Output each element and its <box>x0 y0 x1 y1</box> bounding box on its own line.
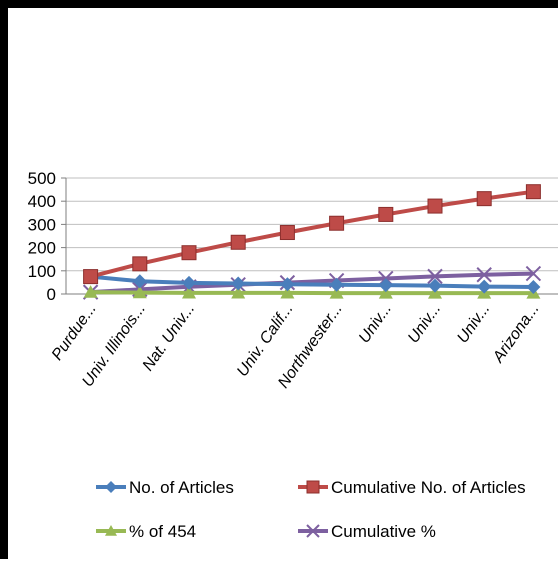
data-point <box>280 285 295 299</box>
series-line <box>90 189 534 279</box>
data-point <box>132 256 148 272</box>
legend-item: No. of Articles <box>96 478 234 497</box>
x-tick-label: Univ... <box>356 301 395 347</box>
x-tick-label: Univ... <box>405 301 444 347</box>
x-tick-labels: Purdue...Univ. Illinois...Nat. Univ... Un… <box>49 301 543 392</box>
data-point <box>306 524 320 538</box>
y-tick-label: 200 <box>28 239 56 258</box>
data-point <box>181 245 197 261</box>
data-point <box>525 265 542 282</box>
data-point <box>83 269 99 285</box>
series-group <box>82 184 542 300</box>
data-point <box>105 481 117 493</box>
x-tick-label: Arizona... <box>489 301 542 367</box>
data-point <box>280 277 295 292</box>
data-point <box>306 480 320 494</box>
legend-label: No. of Articles <box>129 478 234 497</box>
y-tick-label: 300 <box>28 215 56 234</box>
series-line <box>90 274 534 290</box>
data-point <box>476 191 492 207</box>
series-2 <box>83 285 541 299</box>
x-tick-label: Univ... <box>454 301 493 347</box>
data-point <box>378 206 394 222</box>
data-point <box>132 285 147 299</box>
legend: No. of Articles Cumulative No. of Article… <box>96 478 526 541</box>
data-point <box>525 184 541 200</box>
legend-label: Cumulative No. of Articles <box>331 478 526 497</box>
data-point <box>230 234 246 250</box>
data-point <box>231 285 246 299</box>
series-line <box>90 271 534 295</box>
legend-label: % of 454 <box>129 522 196 541</box>
data-point <box>378 286 393 299</box>
y-tick-label: 100 <box>28 262 56 281</box>
legend-label: Cumulative % <box>331 522 436 541</box>
data-point <box>329 277 344 292</box>
x-tick-label: Nat. Univ... <box>140 301 199 375</box>
data-point <box>231 276 246 291</box>
data-point <box>428 278 442 293</box>
y-tick-labels: 0 100 200 300 400 500 <box>28 169 56 304</box>
y-tick-label: 400 <box>28 192 56 211</box>
data-point <box>329 215 345 231</box>
data-point <box>378 278 393 293</box>
data-point <box>477 279 492 294</box>
x-tick-label: Purdue... <box>49 301 100 364</box>
series-0 <box>83 269 541 295</box>
series-line <box>90 290 534 296</box>
series-1 <box>83 184 541 285</box>
data-point <box>83 285 98 298</box>
legend-item: Cumulative No. of Articles <box>298 478 526 497</box>
data-point <box>182 285 196 299</box>
data-point <box>476 267 492 283</box>
data-point <box>427 268 443 285</box>
data-point <box>182 275 196 290</box>
data-point <box>427 198 443 214</box>
legend-item: % of 454 <box>96 522 196 541</box>
data-point <box>526 280 541 295</box>
y-tick-label: 500 <box>28 169 56 188</box>
data-point <box>279 225 295 241</box>
data-point <box>132 274 147 289</box>
data-point <box>329 286 344 299</box>
y-tick-label: 0 <box>47 285 56 304</box>
legend-item: Cumulative % <box>298 522 436 541</box>
data-point <box>105 525 117 536</box>
